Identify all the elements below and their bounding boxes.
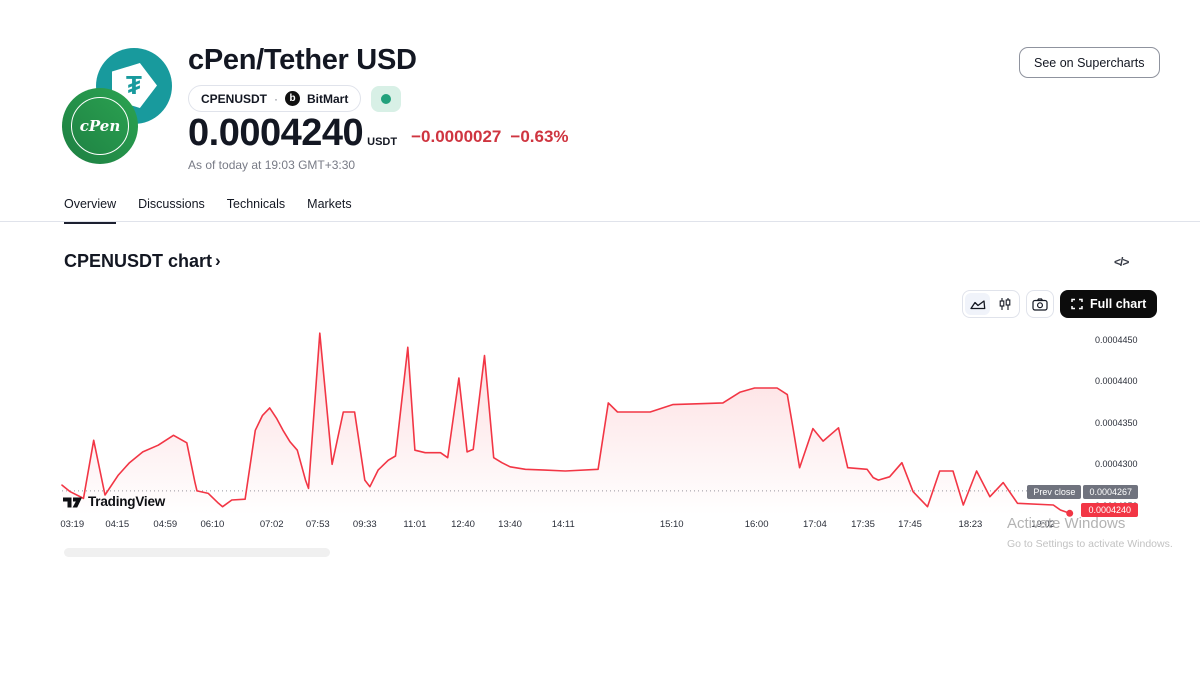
y-axis-tick: 0.0004300 xyxy=(1095,459,1138,469)
x-axis-tick: 15:10 xyxy=(659,519,684,530)
x-axis-tick: 07:02 xyxy=(259,519,284,530)
x-axis-tick: 17:35 xyxy=(851,519,875,530)
cpen-ring: cPen xyxy=(71,97,129,155)
activate-windows-subtext: Go to Settings to activate Windows. xyxy=(1007,538,1173,550)
x-axis-tick: 11:01 xyxy=(403,519,427,530)
prev-close-badge: Prev close 0.0004267 xyxy=(1027,485,1138,499)
tether-symbol-glyph: ₮ xyxy=(126,69,142,100)
separator-dot: · xyxy=(274,91,279,106)
full-chart-button[interactable]: Full chart xyxy=(1060,290,1158,318)
candles-chart-type-button[interactable] xyxy=(992,293,1017,315)
tradingview-brand-text: TradingView xyxy=(88,494,166,509)
tab-bar: Overview Discussions Technicals Markets xyxy=(64,197,352,224)
horizontal-scrollbar[interactable] xyxy=(64,548,330,557)
tab-technicals[interactable]: Technicals xyxy=(226,197,286,211)
activate-windows-watermark: Activate Windows xyxy=(1007,515,1126,532)
x-axis-tick: 13:40 xyxy=(498,519,522,530)
chart-canvas[interactable] xyxy=(61,300,1085,517)
snapshot-camera-button[interactable] xyxy=(1026,290,1054,318)
tradingview-attribution[interactable]: TradingView xyxy=(62,494,165,509)
market-open-dot-icon xyxy=(381,93,392,104)
fullscreen-icon xyxy=(1071,298,1083,310)
x-axis-tick: 06:10 xyxy=(200,519,225,530)
x-axis-tick: 03:19 xyxy=(60,519,85,530)
as-of-timestamp: As of today at 19:03 GMT+3:30 xyxy=(188,158,356,172)
price-change-pct: −0.63% xyxy=(510,127,569,146)
area-fill xyxy=(62,333,1070,515)
prev-close-label: Prev close xyxy=(1027,485,1082,499)
chart-toolbar: Full chart xyxy=(962,290,1158,318)
x-axis-tick: 17:45 xyxy=(898,519,922,530)
price-value: 0.0004240 xyxy=(188,112,364,154)
chart-type-toggle-group xyxy=(962,290,1020,318)
last-price-marker xyxy=(1066,509,1074,517)
y-axis-tick: 0.0004350 xyxy=(1095,417,1138,428)
y-axis-tick: 0.0004400 xyxy=(1095,376,1138,386)
price-chart[interactable]: 0.0004450 0.0004400 0.0004350 0.0004300 0.00… xyxy=(60,300,1138,540)
x-axis-tick: 12:40 xyxy=(451,519,475,530)
price-change: −0.0000027 −0.63% xyxy=(411,127,568,147)
embed-code-icon[interactable]: </> xyxy=(1114,255,1129,269)
market-status-badge[interactable] xyxy=(371,85,402,112)
symbol-row: CPENUSDT · b BitMart xyxy=(188,85,402,112)
symbol-label: CPENUSDT xyxy=(201,91,268,106)
price-line xyxy=(61,332,1071,515)
x-axis-tick: 04:59 xyxy=(153,519,178,530)
cpen-logo-text: cPen xyxy=(79,117,121,135)
x-axis-tick: 14:11 xyxy=(551,519,575,530)
page-title: cPen/Tether USD xyxy=(188,44,417,76)
chart-section-heading[interactable]: CPENUSDT chart › xyxy=(64,251,221,272)
price-currency: USDT xyxy=(367,136,398,148)
x-axis-tick: 04:15 xyxy=(105,519,130,530)
area-chart-type-button[interactable] xyxy=(965,293,990,315)
tab-markets[interactable]: Markets xyxy=(307,197,352,211)
chart-heading-label: CPENUSDT chart xyxy=(64,251,213,271)
x-axis-tick: 07:53 xyxy=(305,519,330,530)
price-row: 0.0004240 USDT −0.0000027 −0.63% xyxy=(188,110,569,156)
tab-overview[interactable]: Overview xyxy=(64,197,117,224)
tab-divider xyxy=(0,221,1200,222)
full-chart-label: Full chart xyxy=(1090,297,1147,311)
cpen-logo-icon: cPen xyxy=(62,88,138,164)
see-on-supercharts-button[interactable]: See on Supercharts xyxy=(1019,47,1160,78)
x-axis-tick: 17:04 xyxy=(803,519,827,530)
tradingview-logo-icon xyxy=(63,497,82,507)
exchange-label: BitMart xyxy=(307,91,349,106)
x-axis-tick: 09:33 xyxy=(352,519,377,530)
chevron-right-icon: › xyxy=(215,251,221,270)
pair-logo: ₮ cPen xyxy=(62,48,174,166)
tab-discussions[interactable]: Discussions xyxy=(138,197,205,211)
y-axis-tick: 0.0004450 xyxy=(1095,334,1138,345)
x-axis-tick: 16:00 xyxy=(744,519,769,530)
symbol-exchange-pill[interactable]: CPENUSDT · b BitMart xyxy=(188,85,362,112)
bitmart-exchange-icon: b xyxy=(285,91,301,106)
prev-close-value: 0.0004267 xyxy=(1083,485,1138,499)
x-axis-tick: 19:02 xyxy=(1031,519,1055,530)
last-price-badge: 0.0004240 xyxy=(1081,503,1138,517)
x-axis-tick: 18:23 xyxy=(958,519,983,530)
price-change-abs: −0.0000027 xyxy=(411,127,502,146)
